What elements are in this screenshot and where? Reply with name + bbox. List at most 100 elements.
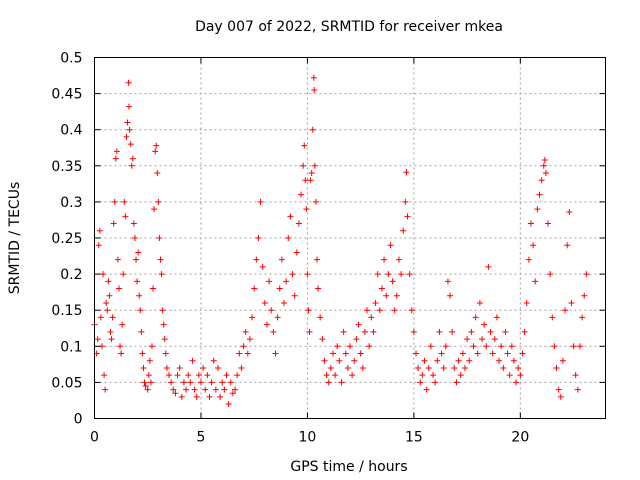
data-point [289,271,296,278]
data-point [240,343,247,350]
data-point [101,372,108,379]
data-point [238,364,245,371]
data-point [481,321,488,328]
data-point [166,372,173,379]
data-point [370,328,377,335]
data-point [487,328,494,335]
x-tick-label: 0 [90,430,99,446]
data-point [287,213,294,220]
data-point [389,278,396,285]
data-point [549,314,556,321]
data-point [96,227,103,234]
data-point [246,336,253,343]
y-tick-label: 0.5 [60,51,82,67]
data-point [470,343,477,350]
data-point [158,271,165,278]
data-point [381,256,388,263]
data-point [163,364,170,371]
data-point [425,364,432,371]
data-point [553,364,560,371]
data-point [172,390,179,397]
data-point [146,357,153,364]
data-point [523,299,530,306]
data-point [291,292,298,299]
data-point [353,336,360,343]
data-point [210,357,217,364]
data-point [583,271,590,278]
data-point [225,401,232,408]
y-tick-label: 0.35 [51,159,82,175]
data-point [202,386,209,393]
data-point [406,271,413,278]
data-point [197,379,204,386]
data-point [402,198,409,205]
data-point [170,386,177,393]
data-point [541,157,548,164]
data-point [112,155,119,162]
data-point [161,336,168,343]
data-point [255,235,262,241]
data-point [94,336,101,343]
data-point [130,220,137,227]
data-point [551,343,558,350]
data-point [152,148,159,155]
data-point [374,271,381,278]
data-point [107,328,114,335]
data-point [118,350,125,357]
data-point [513,379,520,386]
data-point [395,256,402,263]
data-point [489,350,496,357]
data-point [364,307,371,314]
data-point [138,328,145,335]
data-point [434,357,441,364]
data-point [515,364,522,371]
data-point [227,379,234,386]
data-point [189,357,196,364]
y-tick-label: 0.4 [60,123,82,139]
data-point [151,206,158,213]
data-point [160,321,167,328]
data-point [285,235,292,241]
data-point [301,142,308,149]
data-point [579,314,586,321]
data-point [413,350,420,357]
data-point [378,285,385,292]
data-point [440,364,447,371]
data-point [542,170,549,177]
data-point [104,307,111,314]
data-point [355,321,362,328]
data-point [564,242,571,249]
data-point [383,292,390,299]
data-point [251,285,258,292]
data-point [568,299,575,306]
data-point [372,299,379,306]
y-tick-label: 0.45 [51,87,82,103]
data-point [263,321,270,328]
data-point [338,379,345,386]
data-point [461,364,468,371]
data-point [137,307,144,314]
axis-ticks [94,57,606,419]
data-point [257,198,264,205]
data-point [485,263,492,270]
data-point [415,364,422,371]
data-point [274,314,281,321]
data-point [342,350,349,357]
data-point [464,336,471,343]
data-point [95,242,102,249]
data-point [176,364,183,371]
data-point [408,307,415,314]
data-point [135,249,142,256]
data-point [293,249,300,256]
data-point [145,372,152,379]
data-point [572,372,579,379]
data-point [321,357,328,364]
y-tick-label: 0.15 [51,303,82,319]
data-point [242,328,249,335]
data-point [229,390,236,397]
data-point [122,213,129,220]
data-point [193,393,200,400]
data-point [476,299,483,306]
data-point [491,336,498,343]
